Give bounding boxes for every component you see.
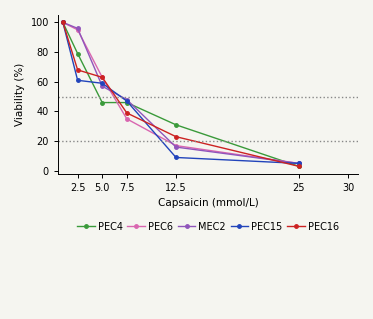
PEC16 <box>297 165 301 168</box>
PEC6 <box>75 28 80 32</box>
MEC2 <box>297 161 301 165</box>
PEC4 <box>75 52 80 56</box>
PEC4 <box>297 165 301 168</box>
PEC15 <box>100 81 104 85</box>
Line: PEC6: PEC6 <box>61 21 301 165</box>
PEC4 <box>174 123 178 127</box>
MEC2 <box>174 145 178 149</box>
MEC2 <box>75 26 80 30</box>
MEC2 <box>125 98 129 101</box>
Line: MEC2: MEC2 <box>61 21 301 165</box>
PEC16 <box>75 68 80 72</box>
PEC15 <box>174 156 178 160</box>
PEC16 <box>125 111 129 115</box>
PEC4 <box>100 101 104 105</box>
PEC4 <box>125 101 129 105</box>
PEC15 <box>125 99 129 103</box>
PEC16 <box>61 20 65 24</box>
Line: PEC16: PEC16 <box>61 21 301 168</box>
PEC6 <box>125 117 129 121</box>
Y-axis label: Viability (%): Viability (%) <box>15 63 25 126</box>
PEC6 <box>297 161 301 165</box>
PEC15 <box>75 78 80 82</box>
PEC6 <box>100 75 104 79</box>
MEC2 <box>100 84 104 88</box>
PEC16 <box>100 75 104 79</box>
Line: PEC4: PEC4 <box>61 21 301 168</box>
PEC15 <box>297 161 301 165</box>
Line: PEC15: PEC15 <box>61 21 301 165</box>
PEC16 <box>174 135 178 139</box>
PEC4 <box>61 20 65 24</box>
PEC6 <box>174 144 178 147</box>
PEC15 <box>61 20 65 24</box>
PEC6 <box>61 20 65 24</box>
MEC2 <box>61 20 65 24</box>
X-axis label: Capsaicin (mmol/L): Capsaicin (mmol/L) <box>158 198 258 208</box>
Legend: PEC4, PEC6, MEC2, PEC15, PEC16: PEC4, PEC6, MEC2, PEC15, PEC16 <box>73 218 343 236</box>
